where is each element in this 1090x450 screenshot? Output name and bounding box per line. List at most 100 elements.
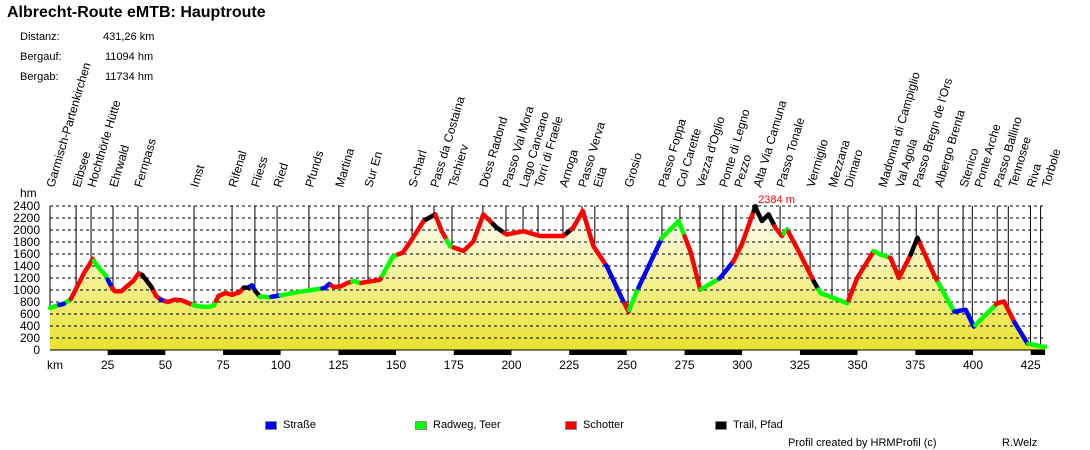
- chart-title: Albrecht-Route eMTB: Hauptroute: [7, 4, 266, 21]
- km-band: [396, 350, 454, 355]
- legend-label: Radweg, Teer: [433, 419, 501, 431]
- x-tick-label: 300: [732, 358, 752, 372]
- legend-trail: Trail, Pfad: [715, 419, 783, 431]
- surface-segment-strasse: [636, 236, 664, 291]
- x-tick-label: 50: [159, 358, 173, 372]
- x-tick-label: 100: [271, 358, 291, 372]
- km-band: [280, 350, 339, 355]
- x-tick-label: 150: [386, 358, 406, 372]
- x-tick-label: 325: [790, 358, 810, 372]
- surface-segment-radweg: [659, 218, 687, 242]
- surface-segment-strasse: [56, 301, 67, 308]
- author-text: R.Welz: [1002, 437, 1038, 449]
- legend-label: Trail, Pfad: [733, 419, 783, 431]
- x-tick-label: 75: [216, 358, 230, 372]
- ascent-label: Bergauf:: [20, 51, 62, 63]
- waypoint-label: Grosio: [621, 151, 645, 189]
- legend-label: Schotter: [583, 419, 624, 431]
- km-band: [973, 350, 1031, 355]
- distance-label: Distanz:: [20, 31, 60, 43]
- x-tick-label: 425: [1021, 358, 1041, 372]
- x-tick-label: 175: [444, 358, 464, 372]
- legend-swatch: [265, 420, 277, 430]
- waypoint-label: Sur En: [361, 150, 385, 189]
- max-elevation-label: 2384 m: [758, 194, 795, 206]
- km-band: [50, 350, 108, 355]
- surface-segment-schotter: [213, 285, 247, 304]
- y-tick-label: 0: [33, 343, 40, 357]
- km-band: [107, 350, 166, 355]
- distance-value: 431,26 km: [103, 31, 155, 43]
- legend-label: Straße: [283, 419, 317, 431]
- y-tick-label: 800: [20, 295, 40, 309]
- waypoint-label: Fliess: [248, 155, 270, 189]
- y-tick-label: 1600: [13, 247, 40, 261]
- km-band: [1030, 350, 1046, 355]
- surface-segment-schotter: [433, 212, 450, 243]
- km-band: [799, 350, 858, 355]
- surface-segment-schotter: [569, 208, 609, 268]
- waypoint-label: Eita: [590, 165, 609, 189]
- surface-segment-schotter: [887, 252, 913, 281]
- y-tick-label: 2200: [13, 211, 40, 225]
- km-band: [453, 350, 512, 355]
- km-band: [915, 350, 973, 355]
- x-tick-label: 375: [905, 358, 925, 372]
- surface-segment-radweg: [278, 286, 325, 298]
- surface-segment-radweg: [698, 276, 722, 292]
- x-tick-label: 125: [328, 358, 348, 372]
- surface-segment-schotter: [110, 270, 145, 294]
- surface-segment-schotter: [163, 297, 196, 308]
- x-tick-label: 275: [675, 358, 695, 372]
- descent-value: 11734 hm: [105, 71, 154, 83]
- surface-segment-trail: [140, 272, 157, 294]
- km-band: [338, 350, 397, 355]
- x-tick-label: 225: [559, 358, 579, 372]
- waypoint-label: Ried: [271, 161, 291, 189]
- waypoint-label: Rifenal: [226, 149, 250, 189]
- waypoint-label: Riva: [1024, 162, 1044, 189]
- y-axis-unit: hm: [20, 186, 37, 200]
- y-tick-label: 2000: [13, 223, 40, 237]
- surface-segment-schotter: [451, 212, 496, 254]
- legend-radweg: Radweg, Teer: [415, 419, 501, 431]
- y-tick-label: 1200: [13, 271, 40, 285]
- y-tick-label: 1800: [13, 235, 40, 249]
- waypoint-label: Martina: [332, 146, 357, 189]
- x-tick-label: 250: [617, 358, 637, 372]
- waypoint-label: Ehrwald: [106, 143, 132, 189]
- x-tick-label: 350: [848, 358, 868, 372]
- y-tick-label: 400: [20, 319, 40, 333]
- surface-segment-strasse: [716, 259, 736, 281]
- legend-swatch: [565, 420, 577, 430]
- legend-swatch: [415, 420, 427, 430]
- y-tick-label: 2400: [13, 199, 40, 213]
- surface-segment-schotter: [917, 241, 941, 286]
- surface-segment-radweg: [91, 258, 110, 282]
- km-band: [223, 350, 281, 355]
- surface-segment-schotter: [786, 229, 817, 284]
- max-elevation-marker: [752, 203, 759, 210]
- waypoint-label: Imst: [187, 163, 207, 189]
- legend-schotter: Schotter: [565, 419, 624, 431]
- km-band: [569, 350, 627, 355]
- surface-segment-radweg: [190, 298, 219, 310]
- waypoint-label: Fernpass: [131, 137, 159, 189]
- y-tick-label: 600: [20, 307, 40, 321]
- surface-segment-strasse: [248, 282, 258, 294]
- x-tick-label: 400: [963, 358, 983, 372]
- km-band: [626, 350, 685, 355]
- y-tick-label: 200: [20, 331, 40, 345]
- elevation-profile-chart: 0200400600800100012001400160018002000220…: [13, 61, 1063, 372]
- surface-segment-schotter: [730, 208, 757, 265]
- surface-segment-radweg: [973, 302, 999, 328]
- profile-area: [50, 207, 1046, 350]
- surface-segment-schotter: [846, 248, 877, 303]
- x-tick-label: 200: [501, 358, 521, 372]
- surface-segment-radweg: [1026, 341, 1048, 349]
- surface-segment-trail: [490, 221, 507, 236]
- waypoint-label: Pfunds: [302, 149, 326, 189]
- surface-segment-radweg: [871, 248, 893, 260]
- ascent-value: 11094 hm: [105, 51, 154, 63]
- waypoint-label: S-charl: [405, 148, 429, 188]
